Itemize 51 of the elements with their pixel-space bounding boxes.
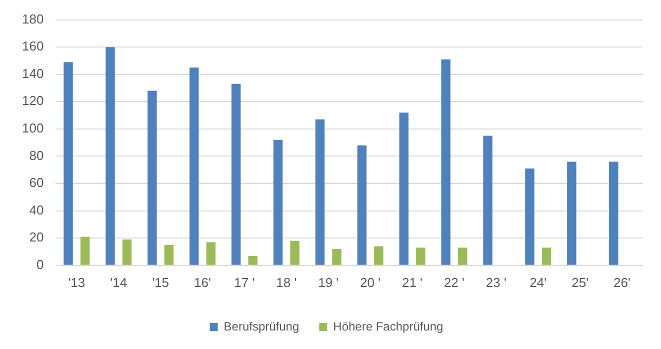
x-tick-label: 24': [530, 274, 547, 290]
x-tick-label: 22 ': [444, 274, 465, 290]
bar: [315, 119, 325, 265]
x-tick-label: 25': [572, 274, 589, 290]
y-tick-label: 100: [22, 120, 44, 136]
y-tick-label: 60: [29, 175, 44, 190]
bar: [248, 256, 258, 265]
bar: [122, 239, 132, 265]
bar: [374, 246, 384, 265]
x-tick-label: '14: [110, 274, 128, 290]
y-tick-label: 40: [29, 202, 44, 218]
x-tick-label: 17 ': [234, 274, 255, 290]
y-tick-label: 180: [22, 11, 44, 26]
bar: [416, 248, 426, 265]
y-tick-label: 20: [29, 230, 44, 245]
bar: [206, 242, 216, 265]
bar: [290, 240, 300, 265]
legend-label: Höhere Fachprüfung: [333, 319, 444, 334]
x-tick-label: 18 ': [276, 274, 297, 290]
y-tick-label: 80: [29, 148, 44, 163]
x-tick-label: 26': [614, 274, 630, 290]
x-tick-label: 21 ': [402, 274, 423, 290]
bar: [458, 248, 468, 265]
bar: [399, 112, 408, 265]
bar: [231, 84, 241, 265]
y-tick-label: 0: [36, 256, 44, 272]
bar: [567, 162, 576, 265]
bar: [148, 90, 157, 265]
y-tick-label: 120: [22, 93, 44, 108]
x-tick-label: 19 ': [318, 274, 339, 290]
x-tick-label: 16': [194, 274, 211, 290]
bar: [106, 47, 115, 265]
x-tick-label: 20 ': [360, 274, 381, 290]
x-tick-label: 23 ': [486, 274, 506, 290]
bar: [441, 59, 450, 265]
y-tick-label: 160: [22, 38, 44, 54]
bar: [332, 249, 342, 265]
bar: [164, 244, 174, 265]
bar: [542, 248, 552, 265]
bar: [609, 162, 618, 265]
bar: [483, 136, 492, 265]
x-tick-label: '13: [68, 274, 86, 290]
bar: [190, 68, 199, 265]
legend-label: Berufsprüfung: [224, 319, 300, 334]
bar: [525, 168, 534, 265]
bar: [64, 62, 73, 265]
y-tick-label: 140: [22, 66, 44, 81]
bar: [357, 145, 367, 265]
bar: [273, 140, 283, 265]
bar: [80, 236, 90, 265]
x-tick-label: '15: [152, 274, 170, 290]
